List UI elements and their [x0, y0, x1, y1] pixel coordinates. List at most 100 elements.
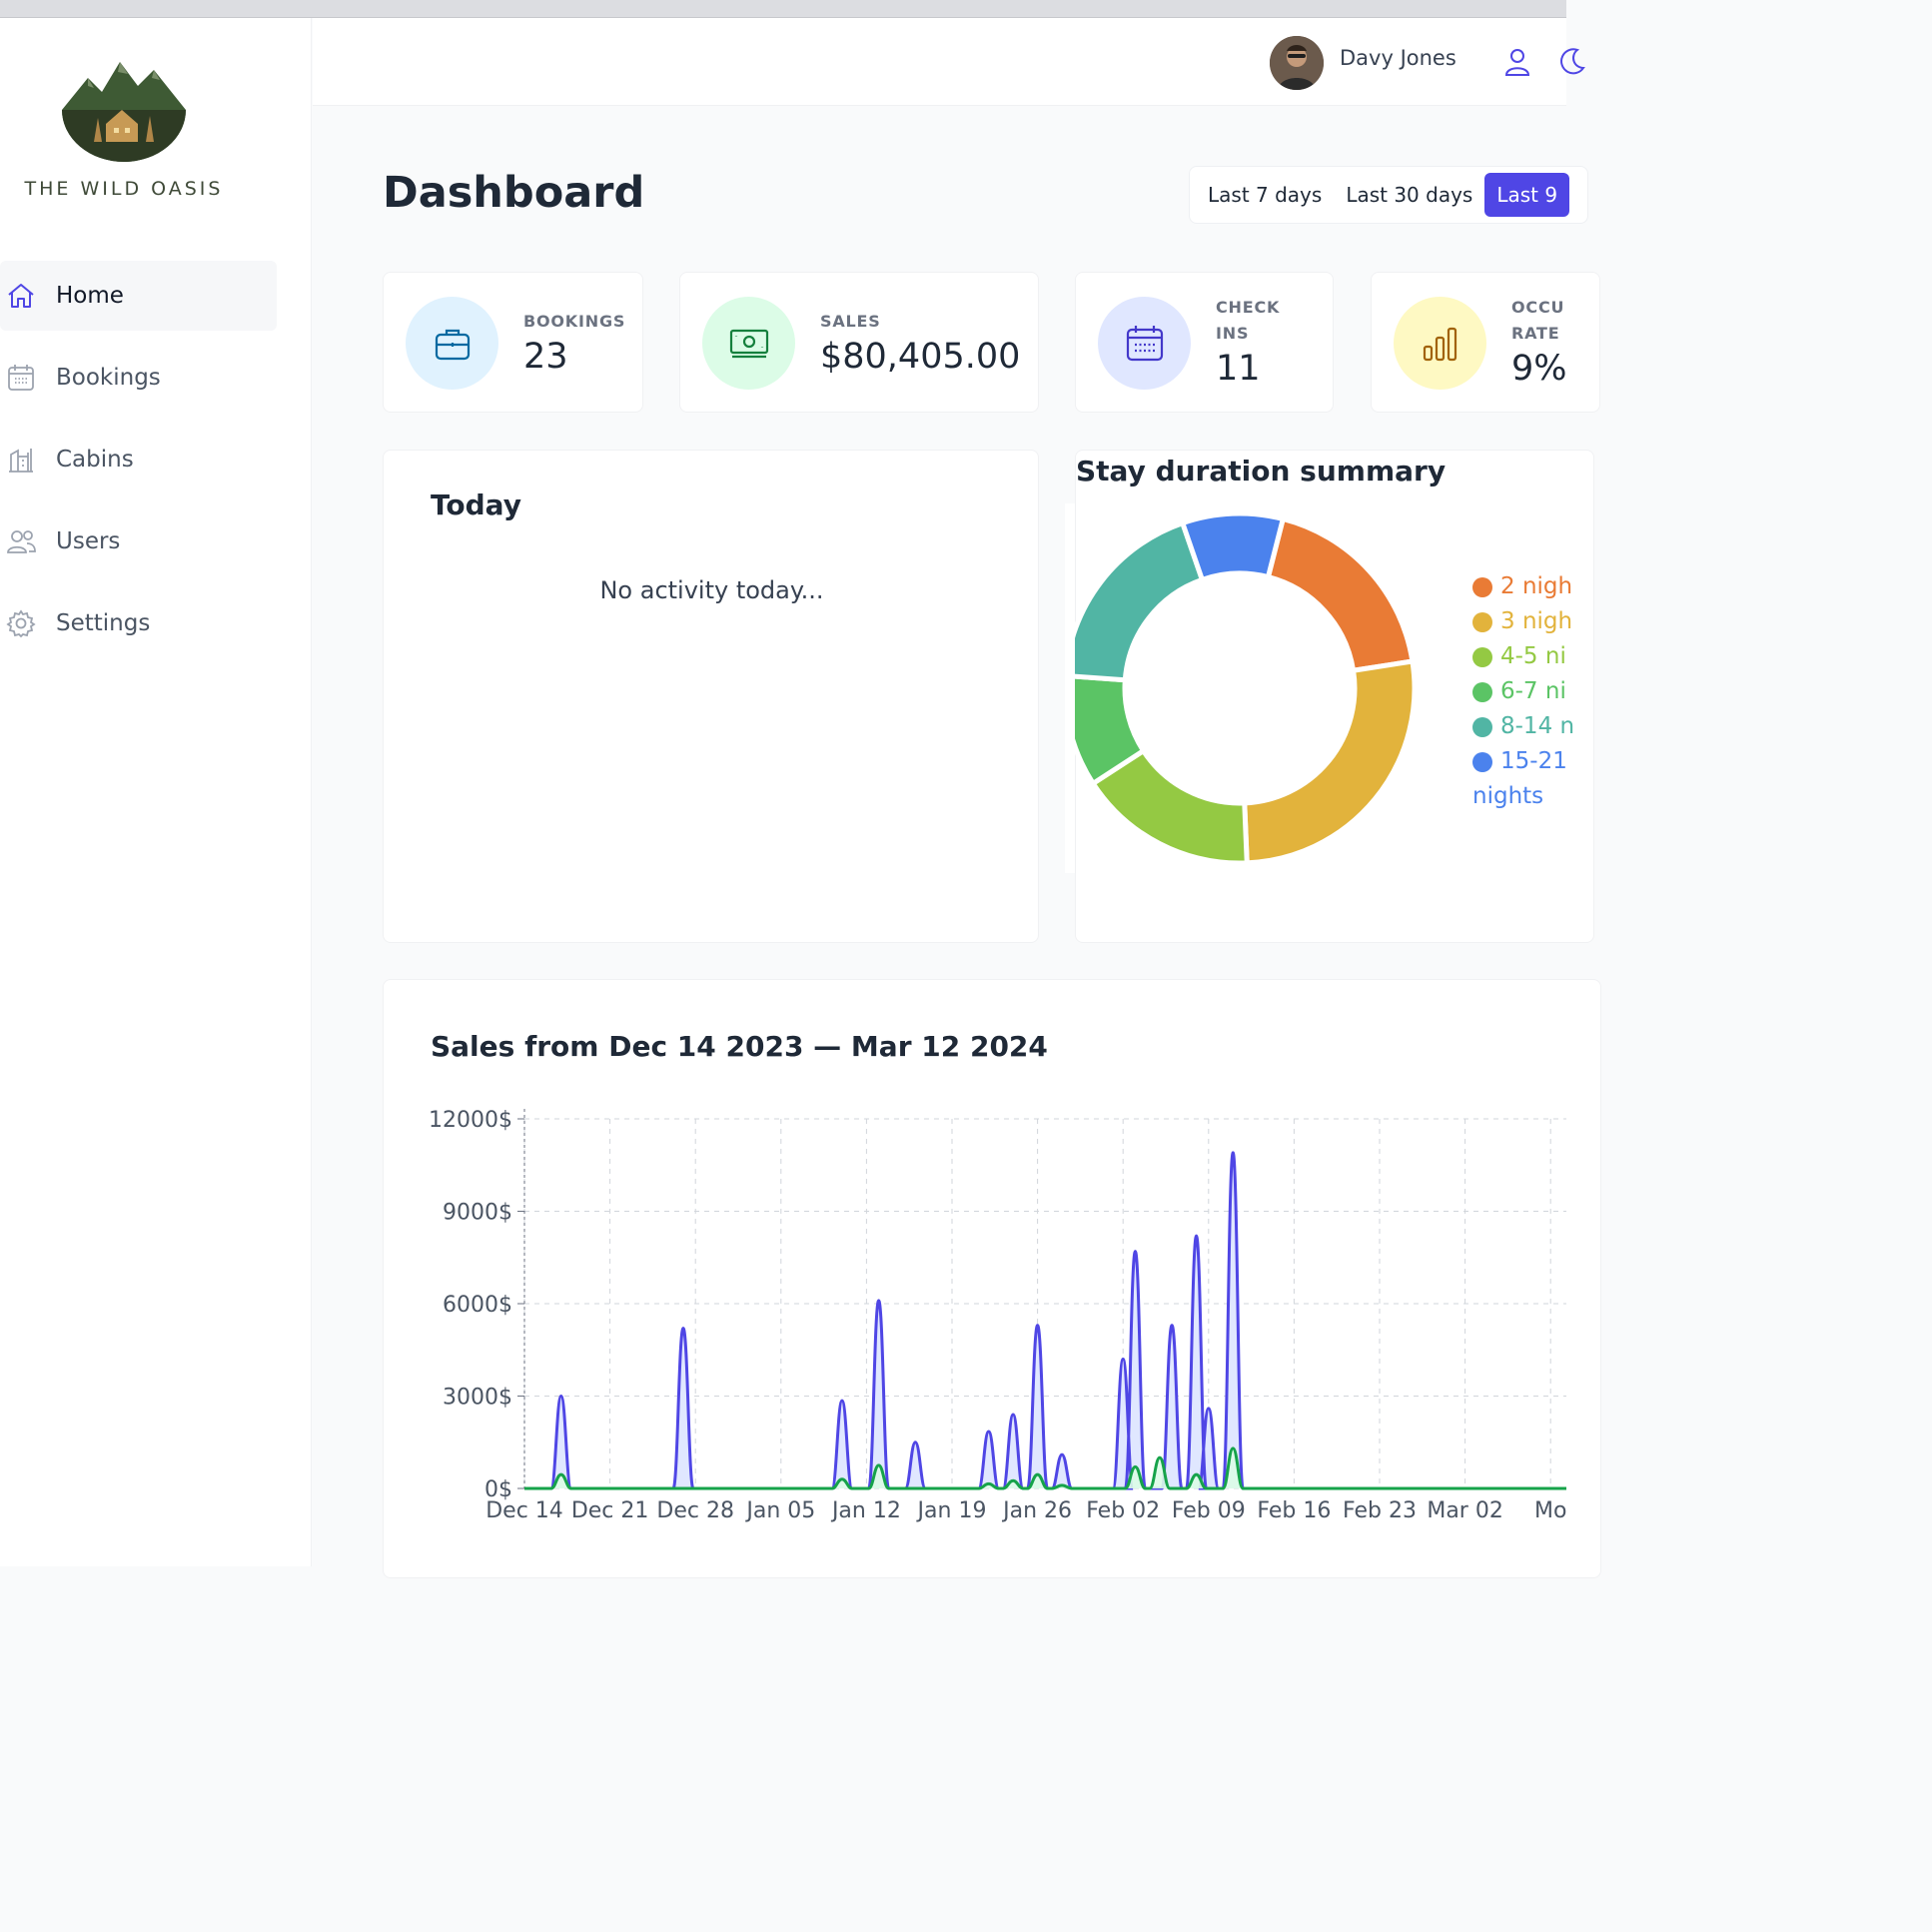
legend-swatch	[1472, 611, 1492, 632]
y-tick-label: 12000$	[429, 1108, 512, 1133]
x-tick-label: Mo	[1534, 1498, 1566, 1523]
sidebar-item-label: Bookings	[56, 365, 161, 391]
gear-icon	[6, 608, 36, 638]
avatar[interactable]	[1270, 36, 1324, 90]
users-icon	[6, 526, 36, 556]
stay-duration-panel: Stay duration summary	[1075, 450, 1594, 943]
legend-swatch	[1472, 646, 1492, 667]
stat-value: 9%	[1511, 349, 1567, 389]
filter-last-90-days[interactable]: Last 9	[1484, 173, 1570, 217]
sidebar-item-label: Users	[56, 528, 121, 554]
sales-area-chart: 0$ 3000$ 6000$ 9000$ 12000$ Dec 14 Dec 21 Dec 2…	[429, 1108, 1566, 1523]
briefcase-icon	[406, 297, 498, 390]
stat-label-line-2: RATE	[1511, 324, 1560, 343]
y-tick-label: 9000$	[443, 1201, 512, 1226]
stat-value: 23	[523, 337, 568, 377]
stat-label-line-2: INS	[1216, 324, 1250, 343]
x-tick-label: Dec 28	[656, 1498, 734, 1523]
sidebar-item-users[interactable]: Users	[0, 506, 277, 576]
y-tick-label: 0$	[484, 1477, 512, 1502]
filter-last-30-days[interactable]: Last 30 days	[1346, 183, 1473, 207]
legend-swatch	[1472, 576, 1492, 597]
stat-card-occupancy-rate: OCCU RATE 9%	[1371, 272, 1600, 413]
legend-item: 6-7 ni	[1472, 674, 1574, 709]
stat-value: $80,405.00	[820, 337, 1021, 377]
x-tick-label: Jan 05	[744, 1498, 815, 1523]
legend-label: 6-7 ni	[1500, 678, 1566, 704]
page-title: Dashboard	[383, 168, 645, 218]
sidebar-item-home[interactable]: Home	[0, 261, 277, 331]
legend-label: 8-14 n	[1500, 713, 1575, 739]
x-tick-label: Mar 02	[1427, 1498, 1503, 1523]
logo-mountain-icon	[62, 62, 186, 162]
legend-label: 15-21	[1500, 748, 1567, 774]
today-title: Today	[431, 488, 521, 521]
date-range-filter: Last 7 days Last 30 days Last 9	[1189, 166, 1588, 224]
sidebar-item-label: Settings	[56, 610, 151, 636]
stat-card-sales: SALES $80,405.00	[679, 272, 1039, 413]
legend-item: 8-14 n	[1472, 709, 1574, 744]
legend-label-line-2: nights	[1472, 783, 1544, 809]
calendar-days-icon	[1098, 297, 1191, 390]
filter-last-7-days[interactable]: Last 7 days	[1208, 183, 1323, 207]
donut-slice[interactable]	[1179, 510, 1287, 583]
today-empty-message: No activity today...	[599, 576, 824, 604]
x-tick-label: Feb 09	[1172, 1498, 1246, 1523]
sidebar-item-bookings[interactable]: Bookings	[0, 343, 277, 413]
y-tick-label: 3000$	[443, 1386, 512, 1411]
banknotes-icon	[702, 297, 795, 390]
stat-card-check-ins: CHECK INS 11	[1075, 272, 1334, 413]
legend-label: 2 nigh	[1500, 573, 1573, 599]
stat-value: 11	[1216, 349, 1261, 389]
legend-item: 3 nigh	[1472, 604, 1574, 639]
x-tick-label: Jan 19	[916, 1498, 987, 1523]
stat-card-bookings: BOOKINGS 23	[383, 272, 643, 413]
calendar-icon	[6, 363, 36, 393]
x-tick-label: Jan 12	[830, 1498, 901, 1523]
y-tick-label: 6000$	[443, 1293, 512, 1318]
browser-top-strip	[0, 0, 1566, 18]
x-tick-label: Feb 16	[1257, 1498, 1331, 1523]
x-tick-label: Feb 23	[1343, 1498, 1417, 1523]
donut-slice[interactable]	[1265, 515, 1416, 674]
app-name: THE WILD OASIS	[24, 178, 224, 200]
donut-slice[interactable]	[1242, 658, 1418, 866]
x-tick-label: Jan 26	[1001, 1498, 1072, 1523]
legend-item: 2 nigh	[1472, 569, 1574, 604]
sidebar-item-label: Home	[56, 283, 124, 309]
series-line	[524, 1447, 1566, 1490]
legend-label: 3 nigh	[1500, 608, 1573, 634]
building-icon	[6, 445, 36, 475]
stay-duration-title: Stay duration summary	[1076, 455, 1447, 487]
legend-item: 15-21	[1472, 744, 1574, 779]
stay-duration-donut-chart	[1065, 503, 1418, 873]
x-tick-label: Dec 21	[571, 1498, 649, 1523]
area-fill	[524, 1152, 1566, 1488]
dark-mode-icon[interactable]	[1555, 46, 1587, 78]
user-profile-icon[interactable]	[1501, 46, 1533, 78]
bar-chart-icon	[1394, 297, 1486, 390]
donut-clip-edge	[1065, 503, 1075, 873]
legend-label: 4-5 ni	[1500, 643, 1566, 669]
main-nav: Home Bookings Cabins Users Settings	[0, 261, 277, 670]
legend-swatch	[1472, 751, 1492, 772]
stat-label: SALES	[820, 312, 881, 331]
sidebar-item-label: Cabins	[56, 447, 134, 473]
x-tick-label: Feb 02	[1086, 1498, 1160, 1523]
user-name: Davy Jones	[1340, 46, 1456, 70]
sidebar-item-settings[interactable]: Settings	[0, 588, 277, 658]
sidebar-item-cabins[interactable]: Cabins	[0, 425, 277, 494]
today-panel: Today No activity today...	[383, 450, 1039, 943]
home-icon	[6, 281, 36, 311]
sidebar: THE WILD OASIS Home Bookings Cabins User…	[0, 18, 312, 1566]
stay-duration-legend: 2 nigh 3 nigh 4-5 ni 6-7 ni 8-14 n 15-21…	[1472, 569, 1574, 814]
legend-swatch	[1472, 716, 1492, 737]
legend-item: 4-5 ni	[1472, 639, 1574, 674]
legend-swatch	[1472, 681, 1492, 702]
stat-label: BOOKINGS	[523, 312, 626, 331]
stat-label: CHECK	[1216, 298, 1281, 317]
donut-slice[interactable]	[1065, 519, 1206, 683]
top-header: Davy Jones	[313, 18, 1585, 106]
sales-chart-title: Sales from Dec 14 2023 — Mar 12 2024	[431, 1030, 1048, 1063]
stat-label: OCCU	[1511, 298, 1565, 317]
